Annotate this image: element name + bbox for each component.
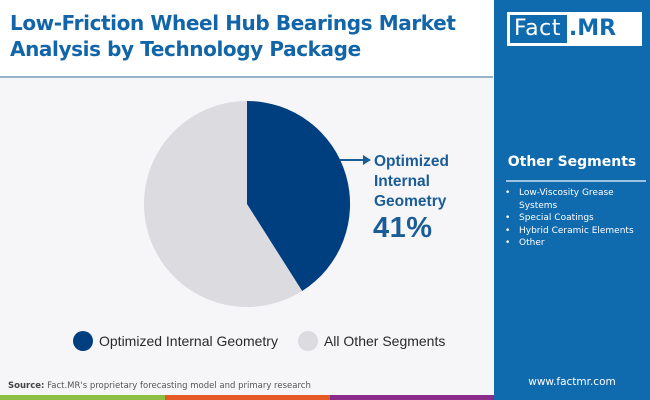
callout-arrow-icon xyxy=(340,155,371,165)
source-note: Source: Fact.MR's proprietary forecastin… xyxy=(8,381,311,391)
sidebar: Fact .MR Other Segments Low-Viscosity Gr… xyxy=(494,0,650,400)
callout-value: 41% xyxy=(373,212,433,244)
other-segments-list: Low-Viscosity Grease Systems Special Coa… xyxy=(502,187,647,250)
legend-swatch-icon xyxy=(297,331,318,351)
footer-bar-orange xyxy=(165,395,330,400)
legend-item-optimized-internal-geometry: Optimized Internal Geometry xyxy=(73,331,278,351)
callout-label: Optimized Internal Geometry xyxy=(374,152,449,212)
header-divider xyxy=(0,76,493,78)
legend-label: All Other Segments xyxy=(323,333,446,349)
callout-label-line: Optimized xyxy=(374,153,449,170)
page-title: Low-Friction Wheel Hub Bearings Market A… xyxy=(10,11,456,61)
pie-chart xyxy=(144,100,351,307)
factmr-logo: Fact .MR xyxy=(507,12,642,46)
footer-color-bar xyxy=(0,395,494,400)
segment-item: Hybrid Ceramic Elements xyxy=(502,225,647,238)
segment-item: Special Coatings xyxy=(502,212,647,225)
legend-swatch-icon xyxy=(73,331,93,351)
website-link[interactable]: www.factmr.com xyxy=(528,376,616,388)
logo-text-fact: Fact xyxy=(510,15,567,43)
segment-item: Other xyxy=(502,237,647,250)
callout-label-line: Geometry xyxy=(374,193,447,210)
logo-text-mr: .MR xyxy=(568,16,617,41)
source-label: Source: xyxy=(8,381,45,391)
callout-label-line: Internal xyxy=(374,173,430,190)
legend-item-all-other-segments: All Other Segments xyxy=(297,331,446,351)
legend: Optimized Internal Geometry All Other Se… xyxy=(73,331,465,351)
source-text: Fact.MR's proprietary forecasting model … xyxy=(44,381,311,391)
other-segments-heading: Other Segments xyxy=(507,154,637,170)
chart-area: Low-Friction Wheel Hub Bearings Market A… xyxy=(0,0,494,400)
pie-slice-optimized-internal-geometry xyxy=(247,100,351,291)
header: Low-Friction Wheel Hub Bearings Market A… xyxy=(0,0,494,76)
legend-label: Optimized Internal Geometry xyxy=(99,333,278,349)
sidebar-divider xyxy=(506,180,646,182)
segment-item: Low-Viscosity Grease Systems xyxy=(502,187,647,212)
footer-bar-green xyxy=(0,395,165,400)
footer-bar-purple xyxy=(330,395,494,400)
